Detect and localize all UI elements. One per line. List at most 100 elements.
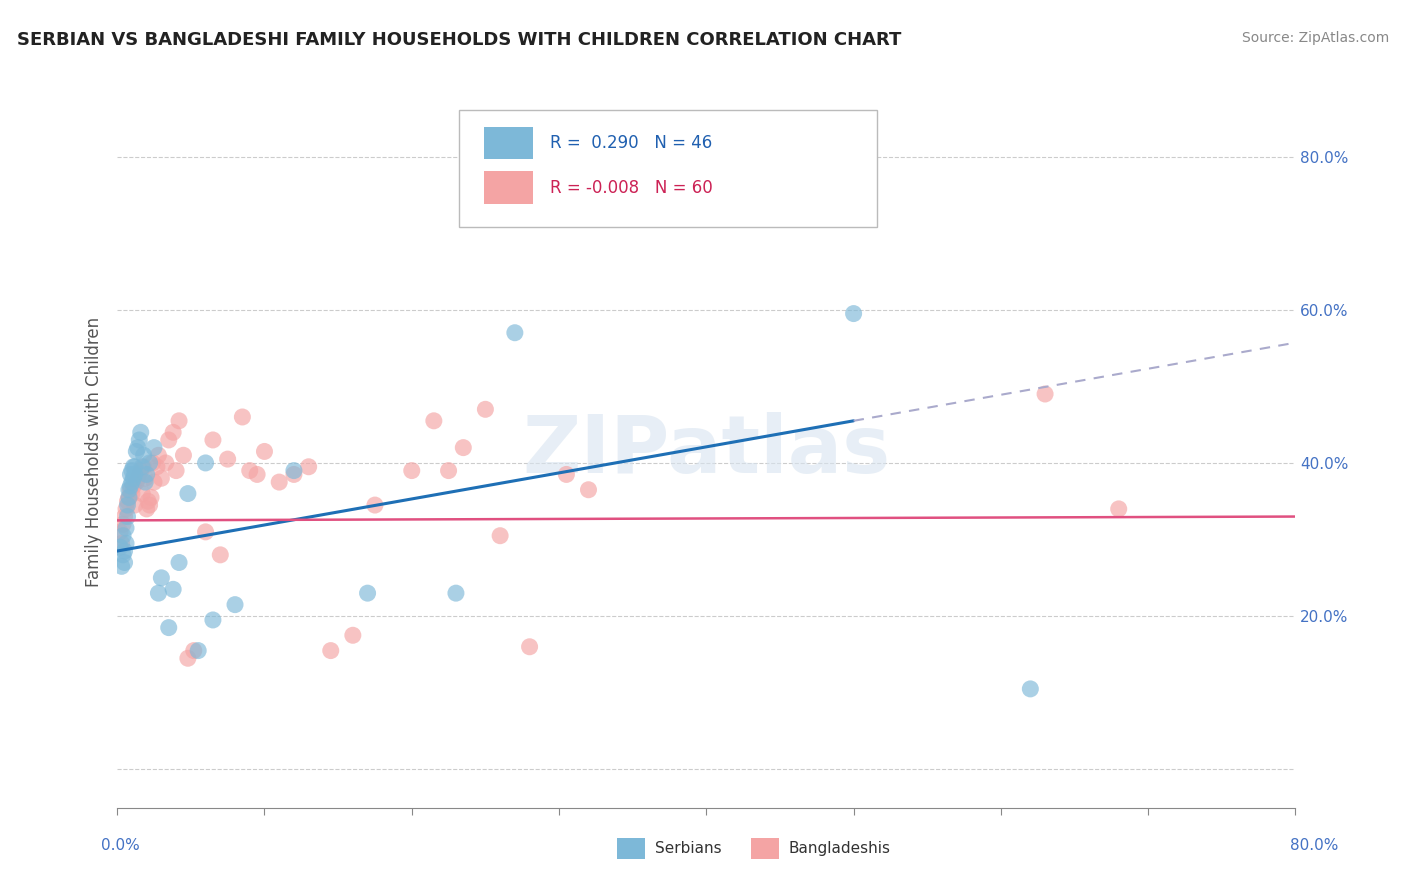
Point (135, 467, 157, 482)
Point (117, 498, 139, 512)
Point (167, 556, 190, 570)
Point (253, 444, 276, 458)
Point (444, 586, 467, 600)
Point (124, 459, 146, 474)
Point (201, 613, 224, 627)
Point (122, 471, 145, 485)
Point (162, 582, 184, 597)
Point (555, 467, 578, 482)
Point (132, 459, 155, 474)
FancyBboxPatch shape (458, 110, 877, 227)
Text: Serbians: Serbians (655, 841, 721, 855)
Text: Bangladeshis: Bangladeshis (789, 841, 891, 855)
Point (167, 414, 190, 428)
Text: ZIPatlas: ZIPatlas (522, 412, 890, 491)
Point (120, 479, 142, 493)
Point (172, 448, 194, 462)
Point (453, 441, 475, 455)
Point (143, 475, 166, 489)
Point (150, 471, 173, 485)
Point (129, 464, 152, 478)
Point (134, 471, 156, 485)
Point (136, 494, 159, 508)
Point (209, 548, 232, 562)
Point (141, 456, 163, 470)
Point (356, 586, 378, 600)
Point (127, 471, 149, 485)
Point (138, 456, 160, 470)
Point (437, 464, 460, 478)
Point (114, 544, 136, 558)
FancyBboxPatch shape (484, 127, 533, 160)
Point (224, 598, 246, 612)
Point (157, 433, 180, 447)
Point (129, 425, 152, 440)
Point (201, 433, 224, 447)
Point (842, 307, 865, 321)
Point (162, 425, 184, 440)
Point (138, 498, 160, 512)
Point (125, 444, 148, 458)
Y-axis label: Family Households with Children: Family Households with Children (86, 317, 103, 587)
Point (115, 536, 138, 550)
Point (115, 521, 138, 535)
Point (342, 628, 364, 642)
Point (121, 475, 143, 489)
Point (128, 433, 150, 447)
Point (194, 524, 217, 539)
Point (474, 402, 496, 417)
Point (155, 456, 177, 470)
Text: R =  0.290   N = 46: R = 0.290 N = 46 (550, 134, 711, 152)
Text: Source: ZipAtlas.com: Source: ZipAtlas.com (1241, 31, 1389, 45)
Point (117, 494, 139, 508)
Point (128, 467, 150, 482)
Point (108, 540, 131, 554)
Point (519, 640, 541, 654)
Point (239, 464, 262, 478)
Point (121, 464, 143, 478)
Point (503, 326, 526, 340)
Text: SERBIAN VS BANGLADESHI FAMILY HOUSEHOLDS WITH CHILDREN CORRELATION CHART: SERBIAN VS BANGLADESHI FAMILY HOUSEHOLDS… (17, 31, 901, 49)
Point (125, 475, 148, 489)
Point (283, 467, 305, 482)
Point (124, 467, 146, 482)
Text: 0.0%: 0.0% (101, 838, 141, 853)
Point (364, 498, 387, 512)
Point (177, 486, 200, 500)
Point (110, 559, 132, 574)
Point (122, 479, 145, 493)
Point (231, 409, 253, 424)
Point (1033, 387, 1056, 401)
Point (1108, 502, 1130, 516)
Point (423, 414, 446, 428)
Point (298, 459, 321, 474)
Point (143, 441, 166, 455)
Point (112, 529, 135, 543)
Point (132, 448, 155, 462)
Point (165, 464, 187, 478)
Text: R = -0.008   N = 60: R = -0.008 N = 60 (550, 179, 713, 197)
Point (112, 517, 135, 532)
Point (187, 643, 209, 657)
Point (127, 441, 149, 455)
Point (110, 536, 132, 550)
Point (124, 498, 146, 512)
Point (401, 464, 423, 478)
Point (122, 459, 145, 474)
Point (283, 464, 305, 478)
Point (117, 509, 139, 524)
Point (120, 483, 142, 497)
Point (108, 524, 131, 539)
Text: 80.0%: 80.0% (1291, 838, 1339, 853)
Point (114, 556, 136, 570)
Point (114, 509, 136, 524)
Point (112, 548, 135, 562)
Point (1019, 681, 1042, 696)
Point (177, 651, 200, 665)
Point (135, 502, 157, 516)
Point (134, 475, 156, 489)
Point (139, 491, 162, 505)
Point (118, 483, 141, 497)
Point (131, 459, 153, 474)
Point (120, 467, 142, 482)
